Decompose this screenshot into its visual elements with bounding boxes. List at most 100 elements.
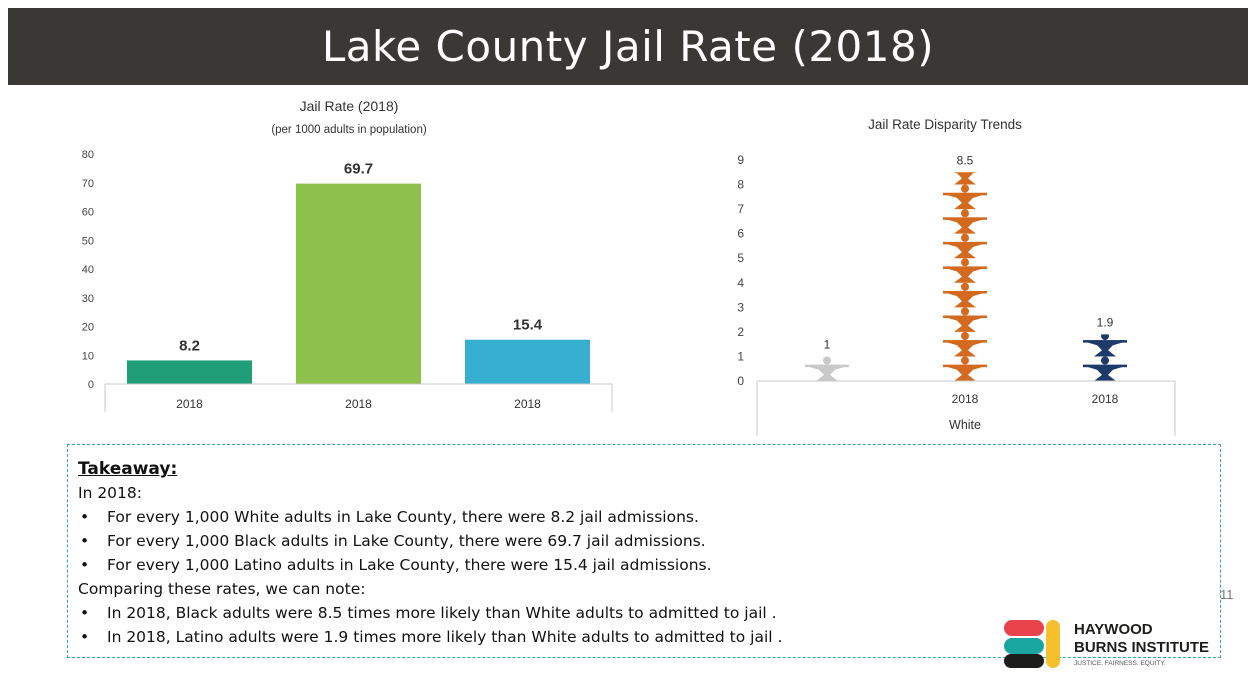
person-icon-arms — [943, 217, 987, 220]
person-icon-arms — [943, 364, 987, 368]
person-icon — [943, 184, 987, 210]
bar — [127, 360, 252, 384]
jail-rate-bar-chart: Jail Rate (2018) (per 1000 adults in popu… — [82, 98, 613, 412]
y-tick-label: 8 — [737, 178, 744, 192]
list-item: In 2018, Latino adults were 1.9 times mo… — [78, 625, 1210, 649]
chart-subtitle: (per 1000 adults in population) — [271, 124, 427, 136]
person-icon — [943, 282, 987, 308]
y-tick-label: 2 — [737, 325, 744, 339]
data-label: 8.5 — [957, 153, 974, 167]
person-icon-arms — [943, 192, 987, 196]
y-tick-label: 10 — [82, 350, 94, 362]
chart-title: Jail Rate (2018) — [300, 98, 399, 114]
takeaway-intro: In 2018: — [78, 484, 142, 502]
data-label: 15.4 — [513, 317, 543, 334]
pictograph-bar — [805, 356, 849, 381]
logo-mark-red — [1004, 620, 1044, 636]
person-icon — [943, 307, 987, 332]
person-icon-body — [1083, 341, 1127, 357]
person-icon-head — [961, 184, 969, 193]
person-icon-body — [953, 172, 977, 185]
person-icon-body — [943, 242, 987, 259]
person-icon-head — [961, 233, 969, 242]
data-label: 69.7 — [344, 161, 373, 178]
slide-title-bar: Lake County Jail Rate (2018) — [8, 8, 1248, 85]
person-icon-head — [961, 282, 969, 291]
logo-line1: HAYWOOD — [1074, 621, 1153, 638]
y-tick-label: 6 — [737, 227, 744, 241]
takeaway-box: Takeaway: In 2018: For every 1,000 White… — [67, 444, 1221, 658]
person-icon-body — [943, 291, 987, 308]
haywood-burns-logo: HAYWOOD BURNS INSTITUTE JUSTICE. FAIRNES… — [1004, 620, 1209, 668]
list-item: For every 1,000 Black adults in Lake Cou… — [78, 529, 1210, 553]
logo-line2: BURNS INSTITUTE — [1074, 639, 1209, 656]
y-tick-label: 0 — [88, 379, 94, 391]
list-item: For every 1,000 Latino adults in Lake Co… — [78, 553, 1210, 577]
y-tick-label: 40 — [82, 264, 94, 276]
slide-title: Lake County Jail Rate (2018) — [321, 22, 935, 71]
person-icon — [805, 356, 849, 381]
person-icon-arms — [943, 266, 987, 269]
x-tick-label: 2018 — [1092, 392, 1119, 406]
person-icon-body — [943, 218, 987, 234]
takeaway-heading: Takeaway: — [78, 459, 178, 479]
person-icon-head — [1101, 334, 1109, 341]
person-icon-head — [961, 356, 969, 365]
list-item: For every 1,000 White adults in Lake Cou… — [78, 505, 1210, 529]
x-tick-label: 2018 — [176, 397, 203, 411]
y-tick-label: 70 — [82, 178, 94, 190]
person-icon-arms — [805, 364, 849, 368]
person-icon-body — [943, 341, 987, 357]
bar — [465, 339, 590, 384]
data-label: 8.2 — [179, 337, 200, 354]
person-icon-body — [943, 316, 987, 332]
x-tick-label: 2018 — [514, 397, 541, 411]
y-tick-label: 7 — [737, 202, 744, 216]
y-tick-label: 50 — [82, 235, 94, 247]
list-item: In 2018, Black adults were 8.5 times mor… — [78, 601, 1210, 625]
logo-tagline: JUSTICE. FAIRNESS. EQUITY. — [1074, 660, 1166, 667]
person-icon-arms — [1083, 340, 1127, 343]
person-icon — [943, 356, 987, 381]
y-tick-label: 30 — [82, 293, 94, 305]
disparity-pictograph-chart: Jail Rate Disparity Trends 0 1 2 3 4 5 6 7 8 9 1 8.5… — [737, 117, 1176, 436]
y-tick-label: 80 — [82, 149, 94, 161]
person-icon — [943, 258, 987, 283]
person-icon — [1083, 356, 1127, 381]
bar — [296, 183, 421, 384]
person-icon-head — [1101, 356, 1109, 365]
y-tick-label: 20 — [82, 322, 94, 334]
person-icon-arms — [943, 290, 987, 294]
data-label: 1.9 — [1097, 315, 1114, 329]
person-icon-body — [943, 365, 987, 381]
partial-person-icon — [943, 168, 987, 185]
y-tick-label: 1 — [737, 349, 744, 363]
y-tick-label: 4 — [737, 276, 744, 290]
person-icon — [943, 168, 987, 185]
y-tick-label: 0 — [737, 374, 744, 388]
person-icon-arms — [943, 168, 987, 171]
person-icon — [1083, 334, 1127, 357]
person-icon-arms — [943, 315, 987, 319]
y-tick-label: 5 — [737, 251, 744, 265]
x-tick-label: 2018 — [952, 392, 979, 406]
person-icon — [943, 233, 987, 259]
rate-bullet-list: For every 1,000 White adults in Lake Cou… — [78, 505, 1210, 577]
person-icon-body — [805, 365, 849, 381]
pictograph-bar — [1083, 334, 1127, 381]
partial-person-icon — [1083, 334, 1127, 357]
pictograph-bar — [943, 168, 987, 381]
person-icon-head — [823, 356, 831, 365]
person-icon — [943, 209, 987, 234]
y-tick-label: 3 — [737, 300, 744, 314]
page-number: 11 — [1220, 587, 1234, 602]
takeaway-compare: Comparing these rates, we can note: — [78, 580, 366, 598]
person-icon — [943, 331, 987, 357]
logo-mark-teal — [1004, 638, 1044, 654]
person-icon-head — [961, 209, 969, 218]
y-tick-label: 60 — [82, 207, 94, 219]
person-icon-arms — [943, 340, 987, 343]
person-icon-arms — [1083, 364, 1127, 368]
chart-title: Jail Rate Disparity Trends — [868, 117, 1022, 132]
x-tick-label: 2018 — [345, 397, 372, 411]
